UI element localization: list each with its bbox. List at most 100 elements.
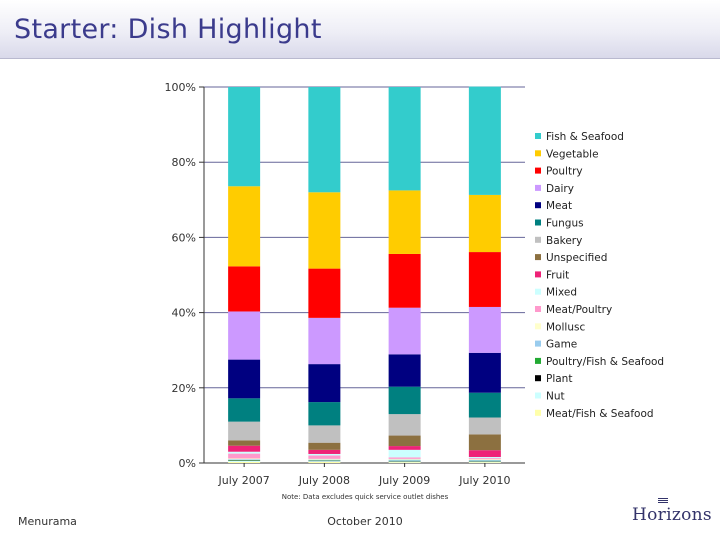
bar-segment [308, 268, 341, 318]
bar-segment [388, 435, 421, 447]
legend-label: Meat [546, 200, 572, 212]
bar-segment [228, 451, 261, 454]
y-tick-label: 80% [172, 156, 196, 169]
bar-segment [468, 461, 501, 463]
bar-segment [228, 461, 261, 463]
legend-swatch [535, 288, 541, 295]
legend-label: Meat/Poultry [546, 304, 612, 316]
legend-swatch [535, 202, 541, 209]
bar-segment [468, 392, 501, 418]
footer-date: October 2010 [327, 515, 403, 528]
legend-swatch [535, 271, 541, 278]
bar-segment [388, 190, 421, 254]
legend-label: Game [546, 339, 577, 351]
bar-segment [468, 450, 501, 457]
bar-segment [308, 449, 341, 454]
legend-label: Mollusc [546, 321, 585, 333]
bar-segment [388, 87, 421, 191]
bar-segment [388, 457, 421, 459]
bar-segment [388, 461, 421, 463]
bar-segment [228, 440, 261, 446]
bar-segment [468, 456, 501, 459]
x-tick-label: July 2010 [458, 474, 510, 487]
header-divider [0, 58, 720, 59]
legend-swatch [535, 323, 541, 330]
legend-label: Vegetable [546, 148, 599, 160]
bar-segment [388, 253, 421, 308]
legend-swatch [535, 133, 541, 139]
bar-segment [308, 87, 341, 193]
bar-segment [228, 458, 261, 460]
bar-segment [228, 398, 261, 422]
legend-label: Fruit [546, 269, 569, 281]
bar-segment [468, 306, 501, 353]
bar-segment [308, 453, 341, 456]
bar-segment [388, 462, 421, 463]
legend-swatch [535, 392, 541, 399]
bar-segment [468, 434, 501, 451]
bar-segment [228, 186, 261, 267]
slide-header: Starter: Dish Highlight [0, 0, 720, 58]
bar-segment [388, 386, 421, 415]
legend-label: Plant [546, 373, 572, 385]
bar-segment [308, 461, 341, 462]
legend-label: Unspecified [546, 252, 607, 264]
bar-segment [228, 266, 261, 312]
chart-note: Note: Data excludes quick service outlet… [281, 493, 449, 501]
legend-label: Meat/Fish & Seafood [546, 408, 654, 420]
bar-segment [308, 317, 341, 365]
y-tick-label: 100% [165, 81, 196, 94]
legend-label: Poultry/Fish & Seafood [546, 356, 664, 368]
bar-segment [228, 87, 261, 187]
bar-segment [388, 307, 421, 355]
bar-segment [388, 449, 421, 458]
legend-swatch [535, 357, 541, 364]
bar-segment [468, 459, 501, 461]
bar-segment [308, 442, 341, 450]
bar-segment [308, 425, 341, 443]
legend-swatch [535, 254, 541, 261]
bar-segment [228, 311, 261, 360]
bar-segment [468, 458, 501, 460]
bar-segment [468, 417, 501, 435]
legend-swatch [535, 375, 541, 382]
legend-label: Bakery [546, 235, 582, 247]
legend-swatch [535, 340, 541, 347]
bar-segment [308, 461, 341, 463]
legend-label: Fish & Seafood [546, 131, 624, 143]
logo-text: Horizons [632, 505, 712, 525]
bar-segment [468, 352, 501, 393]
bar-segment [308, 459, 341, 461]
y-tick-label: 60% [172, 231, 196, 244]
legend-swatch [535, 167, 541, 174]
bar-segment [388, 414, 421, 436]
bar-segment [228, 459, 261, 460]
legend-swatch [535, 306, 541, 312]
legend-swatch [535, 184, 541, 191]
y-tick-label: 20% [172, 382, 196, 395]
bar-segment [388, 446, 421, 450]
legend-label: Poultry [546, 166, 583, 178]
legend-swatch [535, 219, 541, 226]
bar-segment [468, 459, 501, 460]
logo-mark-icon [658, 498, 668, 504]
bar-segment [388, 458, 421, 460]
legend-label: Mixed [546, 287, 577, 299]
bar-segment [228, 421, 261, 441]
footer-source: Menurama [18, 515, 77, 528]
bar-segment [228, 445, 261, 452]
bar-segment [228, 453, 261, 459]
legend-label: Dairy [546, 183, 574, 195]
bar-segment [308, 455, 341, 459]
x-tick-label: July 2007 [217, 474, 269, 487]
bar-segment [308, 192, 341, 269]
legend-swatch [535, 150, 541, 157]
horizons-logo: Horizons [632, 498, 712, 528]
bar-segment [228, 460, 261, 462]
bar-segment [468, 462, 501, 463]
bar-segment [308, 402, 341, 426]
bar-segment [468, 86, 501, 195]
y-tick-label: 40% [172, 307, 196, 320]
bar-segment [468, 194, 501, 253]
